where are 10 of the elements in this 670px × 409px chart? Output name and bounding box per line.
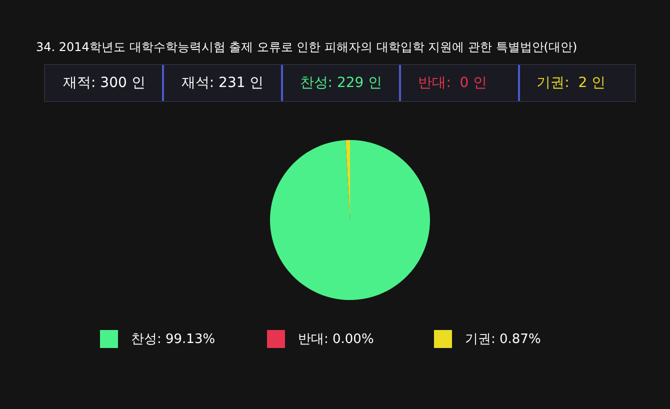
text: 반대: 0 인 <box>417 74 488 93</box>
legend-label: 기권: 0.87% <box>465 331 541 348</box>
text: 재적: 300 인 <box>62 74 146 93</box>
text: 기권: 2 인 <box>536 74 607 93</box>
legend-label: 찬성: 99.13% <box>131 331 216 348</box>
chart-title: 34. 2014학년도 대학수학능력시험 출제 오류로 인한 피해자의 대학입학 지원에 관한 특별법안(대안) <box>36 39 578 56</box>
text: 찬성: 229 인 <box>298 74 384 93</box>
legend-label: 반대: 0.00% <box>298 331 374 348</box>
pie-slice <box>270 140 430 300</box>
text: 재석: 231 인 <box>180 74 265 93</box>
